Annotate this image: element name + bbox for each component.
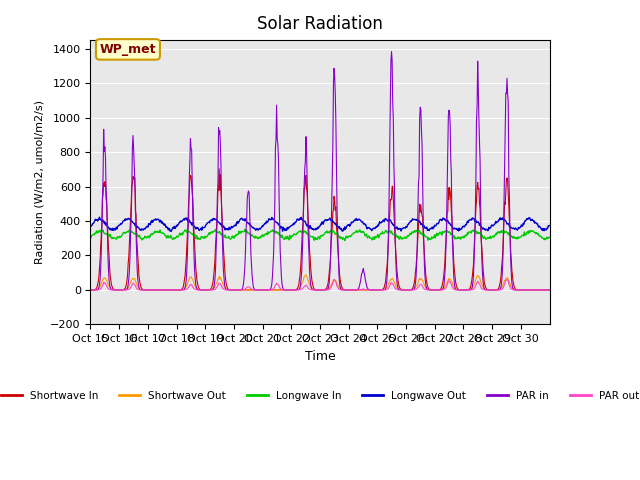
- Legend: Shortwave In, Shortwave Out, Longwave In, Longwave Out, PAR in, PAR out: Shortwave In, Shortwave Out, Longwave In…: [0, 386, 640, 405]
- Text: WP_met: WP_met: [100, 43, 156, 56]
- Y-axis label: Radiation (W/m2, umol/m2/s): Radiation (W/m2, umol/m2/s): [35, 100, 45, 264]
- X-axis label: Time: Time: [305, 349, 335, 362]
- Title: Solar Radiation: Solar Radiation: [257, 15, 383, 33]
